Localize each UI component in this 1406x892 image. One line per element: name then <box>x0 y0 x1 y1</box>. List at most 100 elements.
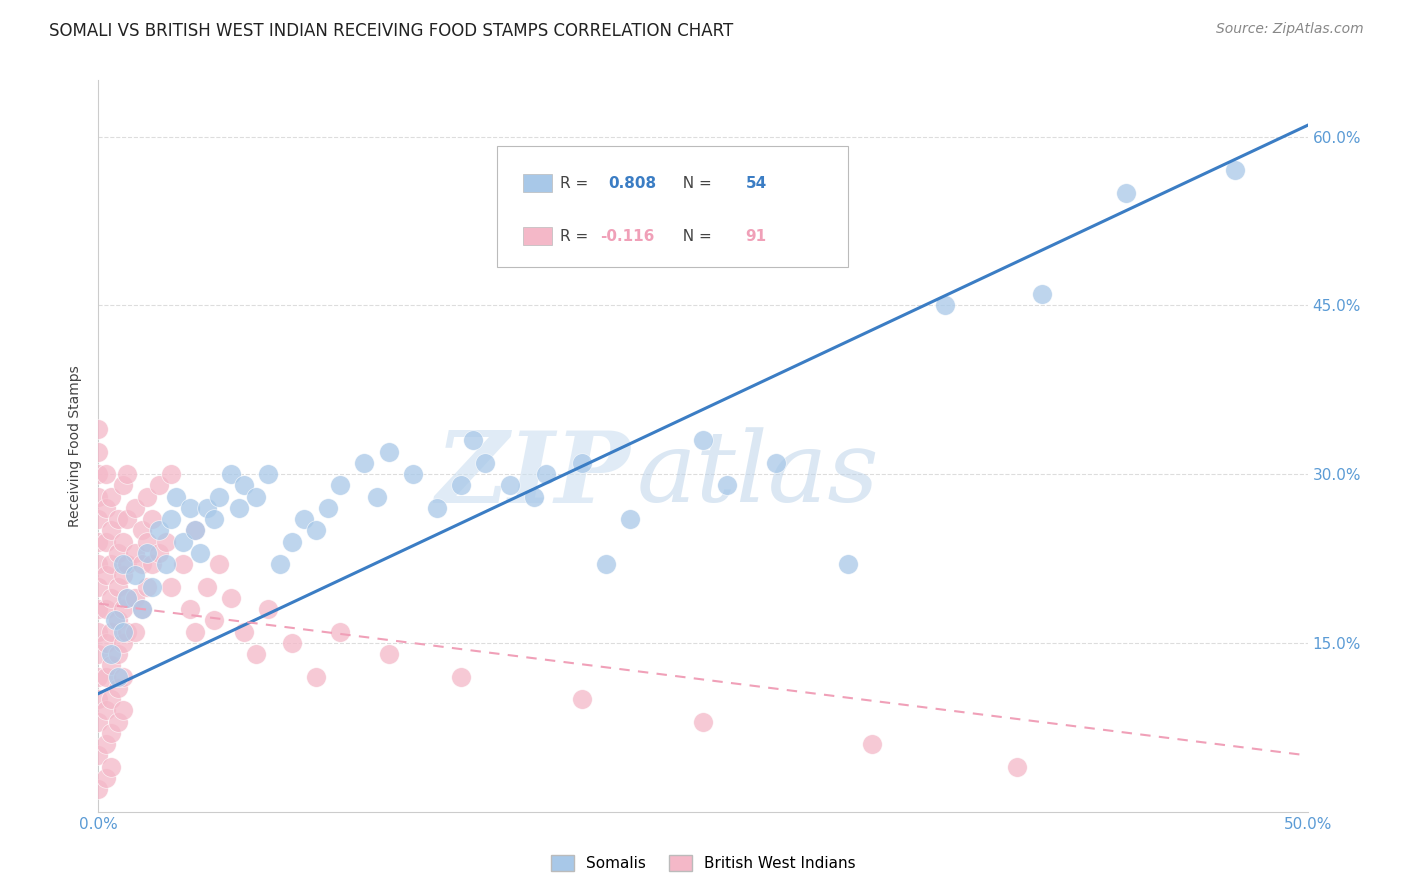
Point <box>111 478 134 492</box>
Point <box>141 580 163 594</box>
Point <box>111 624 134 639</box>
Point <box>117 512 139 526</box>
Point <box>100 557 122 571</box>
Point <box>87 782 110 797</box>
Point <box>107 512 129 526</box>
Point <box>595 557 617 571</box>
Point <box>160 580 183 594</box>
Point <box>100 647 122 661</box>
Point <box>837 557 859 571</box>
Point <box>94 568 117 582</box>
Point <box>100 658 122 673</box>
Point <box>87 422 110 436</box>
Point <box>377 647 399 661</box>
Point <box>124 546 146 560</box>
Text: N =: N = <box>673 176 717 191</box>
Point <box>523 490 546 504</box>
Legend: Somalis, British West Indians: Somalis, British West Indians <box>544 849 862 877</box>
Point <box>131 602 153 616</box>
Point <box>204 512 226 526</box>
Point <box>94 703 117 717</box>
Point <box>87 647 110 661</box>
Text: ZIP: ZIP <box>436 427 630 524</box>
Text: atlas: atlas <box>637 427 879 523</box>
Point <box>87 602 110 616</box>
Point <box>1223 163 1246 178</box>
Point <box>860 737 883 751</box>
Point <box>377 444 399 458</box>
Point <box>155 557 177 571</box>
Point <box>245 647 267 661</box>
Point <box>131 524 153 538</box>
Point <box>402 467 425 482</box>
Point <box>111 568 134 582</box>
Point <box>94 636 117 650</box>
Point <box>692 714 714 729</box>
Point <box>426 500 449 515</box>
Point <box>195 580 218 594</box>
Point <box>256 467 278 482</box>
Point <box>366 490 388 504</box>
Point <box>87 534 110 549</box>
Point <box>107 681 129 695</box>
Point <box>135 490 157 504</box>
Point <box>94 467 117 482</box>
Point <box>111 670 134 684</box>
Point <box>87 714 110 729</box>
Point <box>292 512 315 526</box>
Point <box>107 580 129 594</box>
Point <box>100 524 122 538</box>
Point <box>232 624 254 639</box>
Point <box>117 591 139 605</box>
Point <box>111 602 134 616</box>
Point <box>131 602 153 616</box>
Point <box>221 591 243 605</box>
Point <box>87 557 110 571</box>
Point <box>87 670 110 684</box>
Point <box>498 478 520 492</box>
Point <box>172 557 194 571</box>
Point <box>281 636 304 650</box>
Point <box>450 670 472 684</box>
Point <box>107 714 129 729</box>
Point <box>107 670 129 684</box>
Point <box>474 456 496 470</box>
Point <box>124 591 146 605</box>
Text: 54: 54 <box>745 176 766 191</box>
Point <box>117 467 139 482</box>
Point <box>765 456 787 470</box>
Point <box>100 591 122 605</box>
Point <box>619 512 641 526</box>
Point <box>204 614 226 628</box>
Point <box>172 534 194 549</box>
Point <box>305 670 328 684</box>
Point <box>135 534 157 549</box>
Point <box>124 624 146 639</box>
Point <box>716 478 738 492</box>
Point <box>148 524 170 538</box>
Point <box>111 534 134 549</box>
Point <box>117 624 139 639</box>
Point <box>107 546 129 560</box>
Point <box>124 500 146 515</box>
Point <box>165 490 187 504</box>
Point <box>117 557 139 571</box>
Point <box>188 546 211 560</box>
Point <box>104 614 127 628</box>
Point <box>100 490 122 504</box>
Point <box>94 737 117 751</box>
Point <box>94 670 117 684</box>
Point <box>221 467 243 482</box>
Point <box>141 512 163 526</box>
Point <box>184 624 207 639</box>
Text: -0.116: -0.116 <box>600 228 655 244</box>
Text: R =: R = <box>561 176 593 191</box>
Point <box>117 591 139 605</box>
Point <box>1031 287 1053 301</box>
Point <box>353 456 375 470</box>
Point <box>463 434 485 448</box>
Point <box>107 614 129 628</box>
Point <box>281 534 304 549</box>
Point <box>195 500 218 515</box>
Point <box>692 434 714 448</box>
